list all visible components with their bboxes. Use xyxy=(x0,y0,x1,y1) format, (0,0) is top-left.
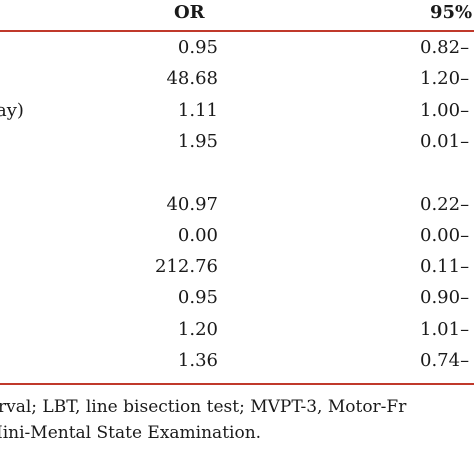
row-ci-value: 1.20– xyxy=(420,68,470,90)
row-ci-value: 0.22– xyxy=(420,193,470,215)
table-top-rule xyxy=(0,30,474,32)
row-or-value: 212.76 xyxy=(155,256,218,278)
row-or-value: 0.00 xyxy=(177,224,218,246)
row-ci-value: 0.11– xyxy=(420,256,470,278)
row-or-value: 40.97 xyxy=(166,193,218,215)
row-label: ay) xyxy=(0,99,24,121)
row-or-value: 1.36 xyxy=(177,350,218,371)
row-or-value: 48.68 xyxy=(166,68,218,90)
table-row: 40.97 0.22– xyxy=(0,188,474,218)
row-ci-value: 0.74– xyxy=(420,350,470,371)
table-row: 0.95 0.82– xyxy=(0,31,474,61)
table-row: 1.36 0.74– xyxy=(0,344,474,374)
row-ci-value: 1.01– xyxy=(420,318,470,340)
column-header-ci: 95% xyxy=(430,2,473,23)
table-footnote-line-1: rval; LBT, line bisection test; MVPT-3, … xyxy=(0,397,407,417)
table-footnote-line-2: Iini-Mental State Examination. xyxy=(0,423,262,443)
table-row: 0.00 0.00– xyxy=(0,219,474,249)
row-or-value: 1.95 xyxy=(177,130,218,152)
column-header-or: OR xyxy=(174,2,205,23)
table-row: 212.76 0.11– xyxy=(0,250,474,280)
table-row: 48.68 1.20– xyxy=(0,62,474,92)
row-or-value: 1.11 xyxy=(177,99,218,121)
table-row: 0.95 0.90– xyxy=(0,281,474,311)
table-row: 1.95 0.01– xyxy=(0,125,474,155)
row-ci-value: 1.00– xyxy=(420,99,470,121)
row-ci-value: 0.82– xyxy=(420,37,470,58)
row-or-value: 0.95 xyxy=(177,37,218,58)
row-or-value: 0.95 xyxy=(177,287,218,309)
table-row: ay) 1.11 1.00– xyxy=(0,94,474,124)
table-row xyxy=(0,156,474,186)
table-row: 1.20 1.01– xyxy=(0,313,474,343)
table-bottom-rule xyxy=(0,383,474,385)
row-or-value: 1.20 xyxy=(177,318,218,340)
row-ci-value: 0.01– xyxy=(420,130,470,152)
row-ci-value: 0.00– xyxy=(420,224,470,246)
row-ci-value: 0.90– xyxy=(420,287,470,309)
